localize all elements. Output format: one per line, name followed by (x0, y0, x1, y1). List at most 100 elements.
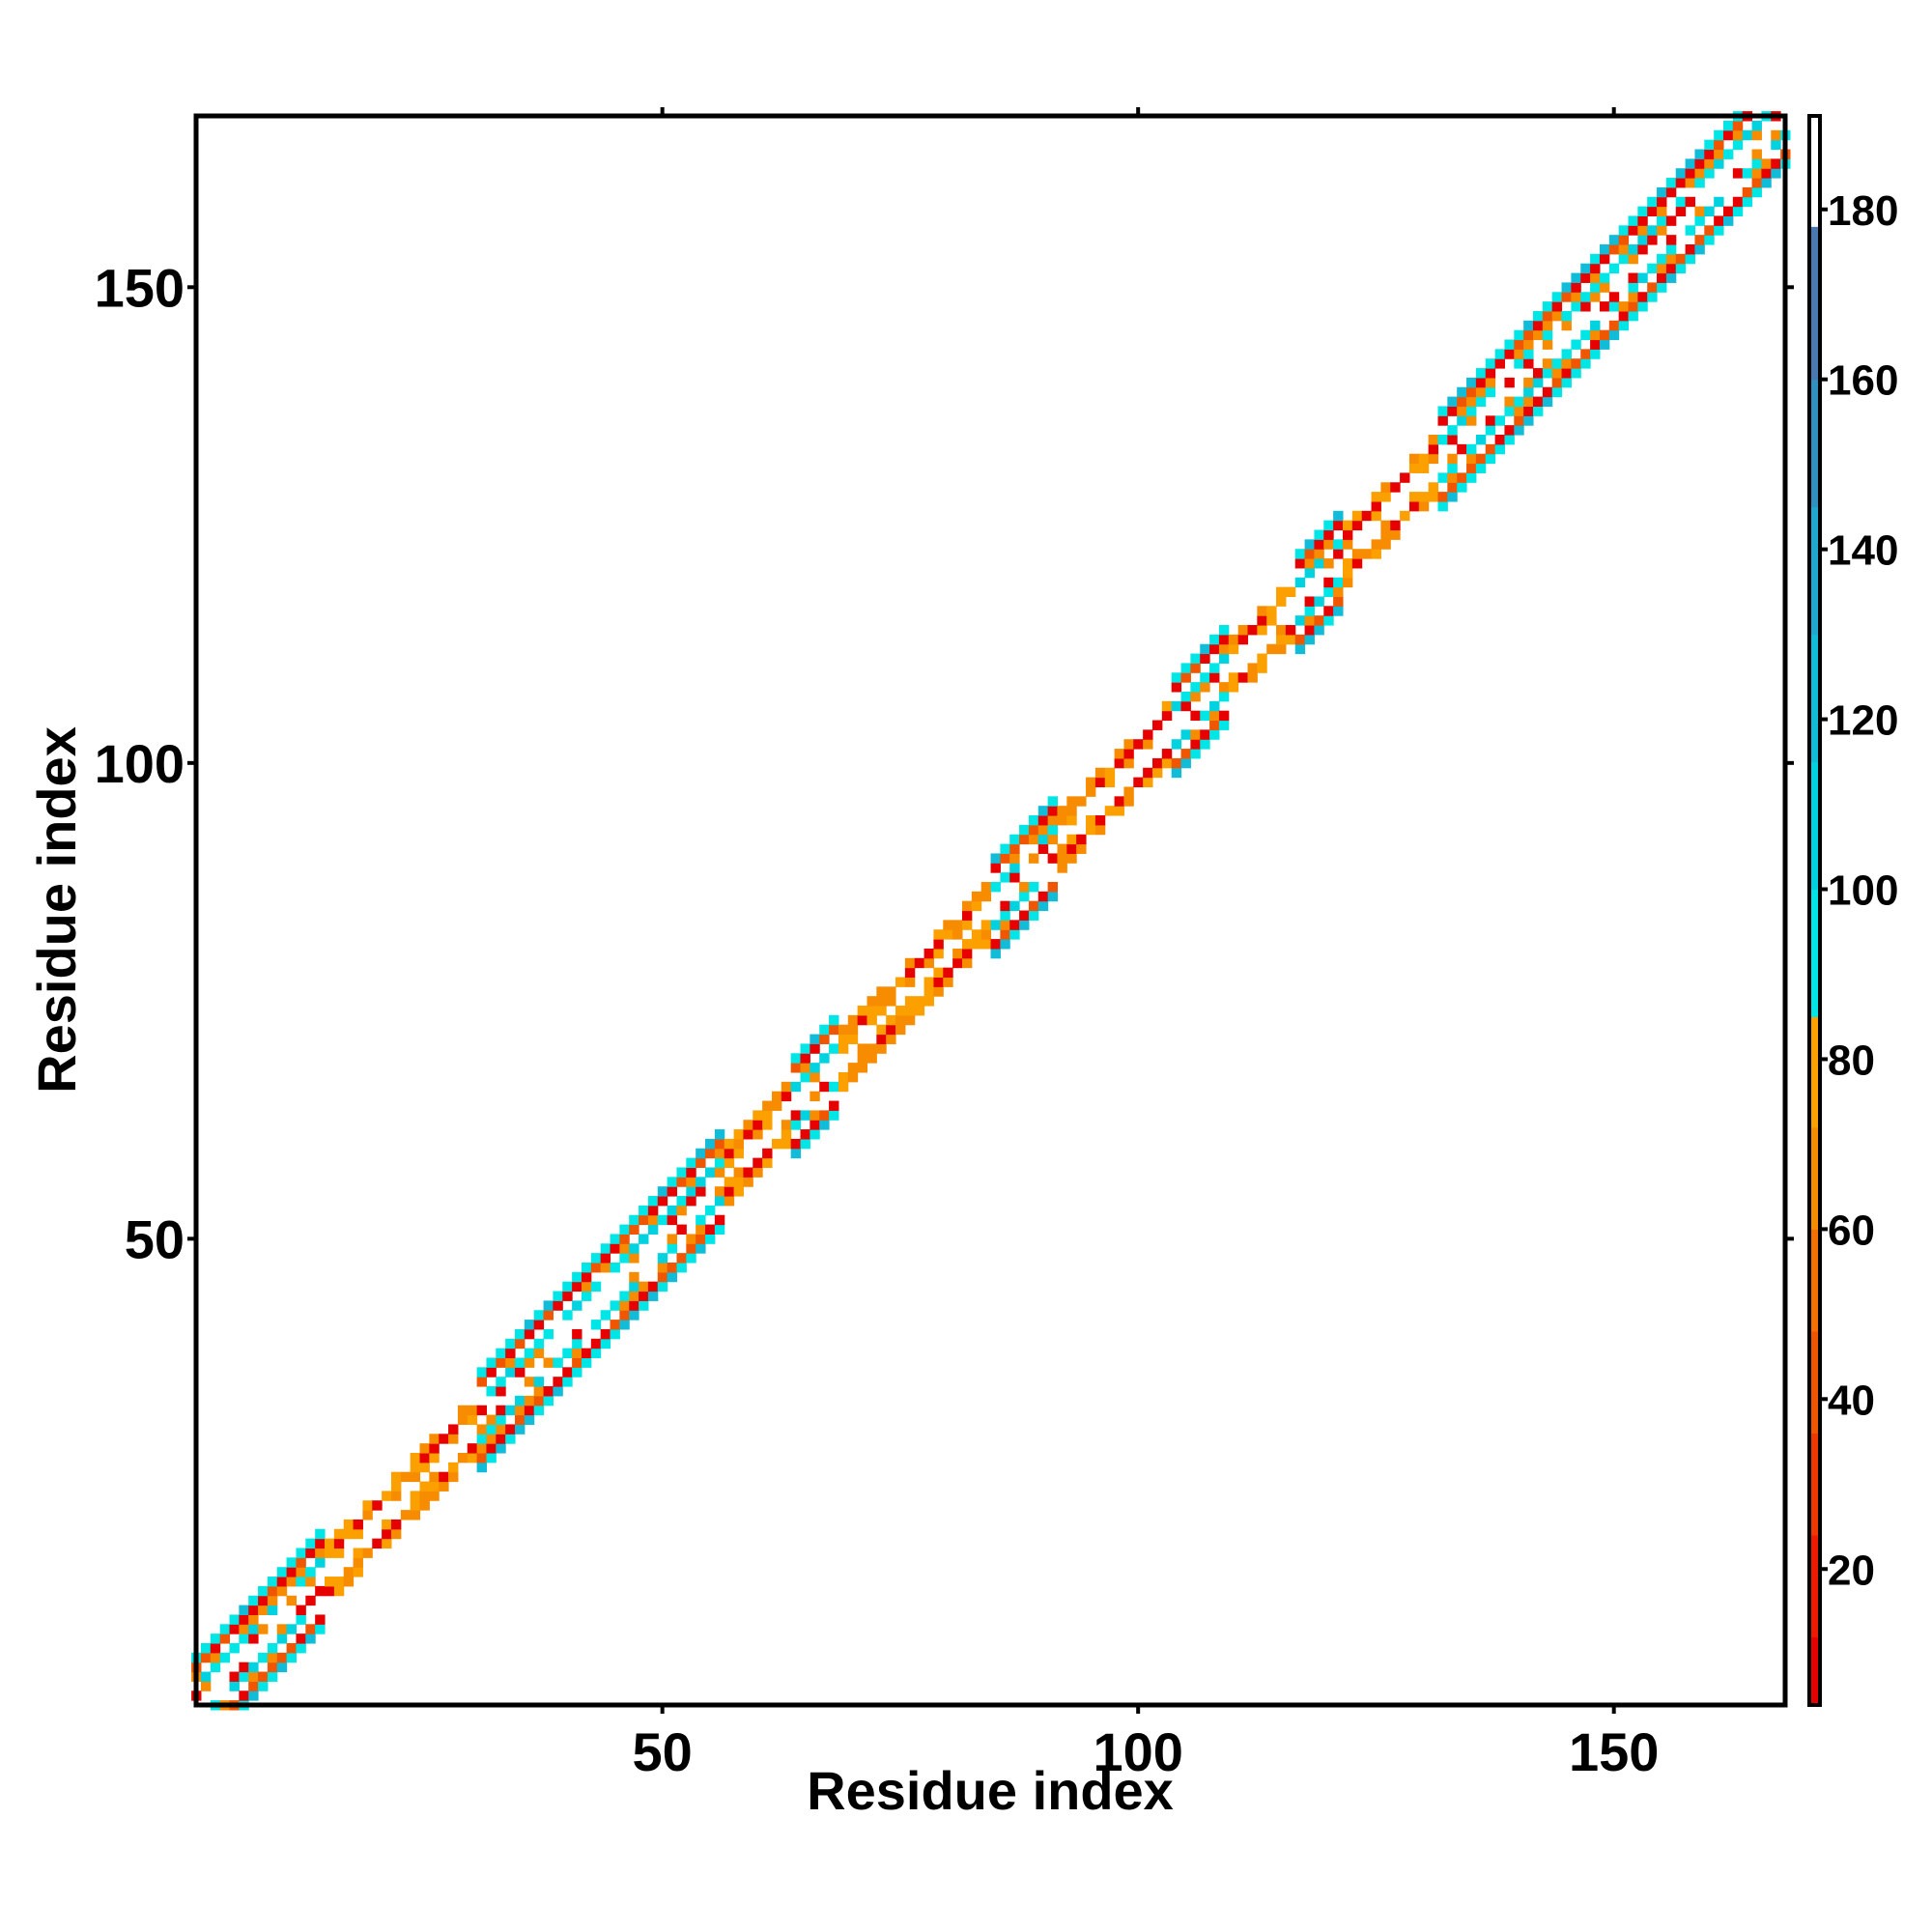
heatmap-cell (1143, 739, 1153, 750)
heatmap-cell (714, 1214, 725, 1226)
heatmap-cell (1237, 625, 1249, 636)
heatmap-cell (676, 1224, 687, 1235)
heatmap-cell (1723, 206, 1734, 216)
heatmap-cell (515, 1405, 526, 1416)
heatmap-cell (1665, 253, 1677, 265)
heatmap-cell (961, 900, 973, 912)
heatmap-cell (867, 1053, 877, 1064)
heatmap-cell (467, 1453, 478, 1463)
heatmap-cell (1390, 482, 1401, 493)
heatmap-cell (1561, 282, 1572, 293)
heatmap-cell (419, 1443, 430, 1454)
heatmap-cell (1342, 567, 1353, 579)
heatmap-cell (239, 1690, 249, 1701)
heatmap-cell (524, 1357, 535, 1368)
heatmap-cell (1237, 634, 1249, 645)
heatmap-cell (1475, 396, 1487, 407)
heatmap-cell (1304, 567, 1315, 579)
heatmap-cell (629, 1271, 639, 1283)
heatmap-cell (810, 1129, 820, 1140)
heatmap-cell (200, 1652, 212, 1663)
heatmap-cell (1694, 206, 1705, 216)
heatmap-cell (1599, 301, 1610, 312)
heatmap-cell (1685, 253, 1695, 265)
heatmap-cell (333, 1538, 345, 1549)
heatmap-cell (914, 996, 925, 1007)
heatmap-cell (486, 1434, 497, 1444)
heatmap-cell (619, 1291, 630, 1301)
heatmap-cell (1057, 853, 1067, 864)
heatmap-cell (790, 1138, 802, 1150)
heatmap-cell (1485, 377, 1496, 388)
heatmap-cell (448, 1471, 459, 1483)
heatmap-cell (533, 1395, 545, 1406)
heatmap-cell (1523, 415, 1534, 426)
heatmap-cell (286, 1643, 297, 1654)
heatmap-cell (639, 1291, 649, 1301)
heatmap-cell (819, 1120, 830, 1130)
heatmap-cell (572, 1367, 582, 1378)
heatmap-cell (990, 863, 1001, 873)
heatmap-cell (1276, 586, 1287, 598)
heatmap-cell (1323, 606, 1334, 616)
heatmap-cell (1066, 853, 1077, 864)
heatmap-cell (1704, 206, 1715, 216)
heatmap-cell (619, 1253, 630, 1264)
heatmap-cell (1466, 472, 1477, 483)
heatmap-cell (1323, 539, 1334, 550)
heatmap-cell (1580, 358, 1591, 369)
heatmap-cell (1247, 663, 1258, 673)
heatmap-cell (1599, 339, 1610, 350)
heatmap-cell (1571, 358, 1581, 369)
heatmap-cell (1732, 120, 1744, 131)
heatmap-cell (315, 1557, 326, 1568)
heatmap-cell (581, 1348, 592, 1359)
heatmap-cell (1333, 510, 1344, 522)
heatmap-cell (876, 1006, 887, 1016)
heatmap-cell (239, 1605, 249, 1615)
heatmap-cell (1133, 739, 1144, 750)
heatmap-cell (619, 1310, 630, 1321)
heatmap-cell (847, 1071, 859, 1083)
heatmap-cell (1114, 796, 1124, 807)
heatmap-cell (1751, 178, 1762, 188)
heatmap-cell (1647, 225, 1658, 236)
heatmap-cell (705, 1167, 716, 1178)
heatmap-cell (696, 1148, 706, 1159)
heatmap-cell (1618, 244, 1630, 255)
heatmap-cell (533, 1348, 545, 1359)
heatmap-cell (267, 1595, 278, 1606)
heatmap-cell (1580, 329, 1591, 341)
heatmap-cell (1551, 301, 1563, 312)
heatmap-cell (1618, 225, 1630, 236)
heatmap-cell (1200, 672, 1210, 683)
heatmap-cell (1304, 539, 1315, 550)
heatmap-cell (1628, 282, 1638, 293)
heatmap-cell (1523, 396, 1534, 407)
heatmap-cell (267, 1585, 278, 1597)
heatmap-cell (1504, 349, 1515, 359)
heatmap-cell (543, 1300, 554, 1311)
heatmap-cell (1190, 739, 1201, 750)
heatmap-cell (1628, 215, 1638, 226)
heatmap-cell (1057, 843, 1067, 854)
heatmap-cell (496, 1386, 506, 1397)
heatmap-cell (1485, 425, 1496, 436)
heatmap-cell (296, 1643, 306, 1654)
heatmap-cell (258, 1671, 269, 1682)
heatmap-cell (1028, 881, 1039, 893)
heatmap-cell (1257, 663, 1267, 673)
heatmap-cell (476, 1377, 487, 1387)
colorbar-tick-label: 120 (1828, 697, 1898, 745)
heatmap-cell (315, 1585, 326, 1597)
heatmap-cell (933, 939, 944, 950)
heatmap-cell (1542, 368, 1553, 379)
heatmap-cell (1180, 700, 1191, 712)
heatmap-cell (239, 1634, 249, 1644)
heatmap-cell (1628, 301, 1638, 312)
heatmap-cell (1523, 329, 1534, 341)
heatmap-cell (971, 929, 982, 940)
heatmap-cell (533, 1320, 545, 1330)
heatmap-cell (838, 1071, 849, 1083)
heatmap-cell (1675, 263, 1687, 274)
